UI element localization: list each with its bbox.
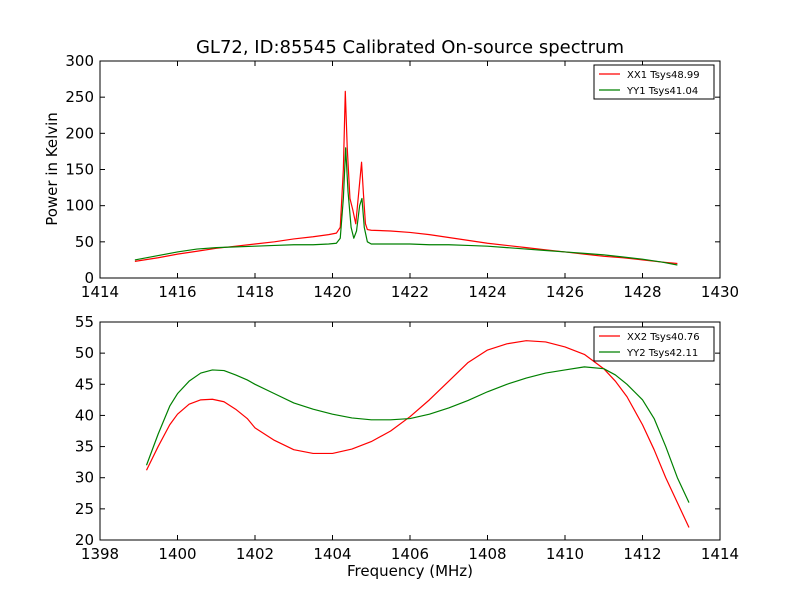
bottom-chart-x-tick-label: 1412 [623,545,661,563]
top-chart-y-tick-label: 250 [65,88,94,106]
top-chart-x-tick-label: 1426 [546,283,584,301]
bottom-chart-x-tick-label: 1402 [236,545,274,563]
top-chart-series-group [134,90,678,266]
top-chart-y-tick-label: 100 [65,197,94,215]
top-chart-series-line-2 [134,147,678,266]
bottom-chart-legend-label-1: XX2 Tsys40.76 [627,332,700,343]
top-chart-y-tick-label: 200 [65,124,94,142]
top-chart-y-tick-label: 0 [84,269,94,287]
bottom-chart-panel: 1398 1400 1402 1404 1406 1408 1410 1412 1414 20 25… [75,313,739,563]
top-chart-x-tick-label: 1428 [623,283,661,301]
bottom-chart-x-tick-label: 1408 [468,545,506,563]
top-chart-ylabel: Power in Kelvin [43,112,61,226]
bottom-chart-legend-box [593,326,715,362]
bottom-chart-y-tick-label: 50 [75,344,94,362]
bottom-chart-series-line-1 [145,340,690,528]
bottom-chart-series-line-2 [145,366,690,503]
bottom-chart-x-tick-label: 1398 [81,545,119,563]
top-chart-legend-label-1: XX1 Tsys48.99 [627,70,700,81]
top-chart-x-tick-label: 1416 [158,283,196,301]
bottom-chart-xlabel: Frequency (MHz) [347,562,473,580]
bottom-chart-y-tick-label: 55 [75,313,94,331]
bottom-chart-series-group [145,340,690,528]
top-chart-x-tick-label: 1430 [701,283,739,301]
top-chart-x-tick-label: 1420 [313,283,351,301]
bottom-chart-x-tick-label: 1406 [391,545,429,563]
top-chart-x-tick-label: 1424 [468,283,506,301]
top-chart-y-tick-label: 150 [65,161,94,179]
top-chart-y-tick-label: 50 [75,233,94,251]
bottom-chart-x-tick-label: 1410 [546,545,584,563]
top-chart-x-tick-label: 1418 [236,283,274,301]
bottom-chart-y-tick-label: 20 [75,531,94,549]
bottom-chart-legend-label-2: YY2 Tsys42.11 [626,348,698,359]
bottom-chart-x-tick-label: 1404 [313,545,351,563]
bottom-chart-legend: XX2 Tsys40.76 YY2 Tsys42.11 [593,326,715,362]
top-chart-title: GL72, ID:85545 Calibrated On-source spec… [196,37,624,58]
top-chart-legend: XX1 Tsys48.99 YY1 Tsys41.04 [593,64,715,100]
top-chart-x-tick-label: 1414 [81,283,119,301]
bottom-chart-x-tick-label: 1400 [158,545,196,563]
top-chart-legend-label-2: YY1 Tsys41.04 [626,86,698,97]
bottom-chart-y-tick-label: 45 [75,375,94,393]
top-chart-panel: 1414 1416 1418 1420 1422 1424 1426 1428 1430 0 50 1… [65,52,739,301]
bottom-chart-y-tick-label: 25 [75,500,94,518]
bottom-chart-y-tick-label: 40 [75,406,94,424]
bottom-chart-y-tick-label: 35 [75,438,94,456]
bottom-chart-x-tick-label: 1414 [701,545,739,563]
top-chart-legend-box [593,64,715,100]
top-chart-x-tick-label: 1422 [391,283,429,301]
bottom-chart-y-tick-label: 30 [75,469,94,487]
top-chart-y-tick-label: 300 [65,52,94,70]
